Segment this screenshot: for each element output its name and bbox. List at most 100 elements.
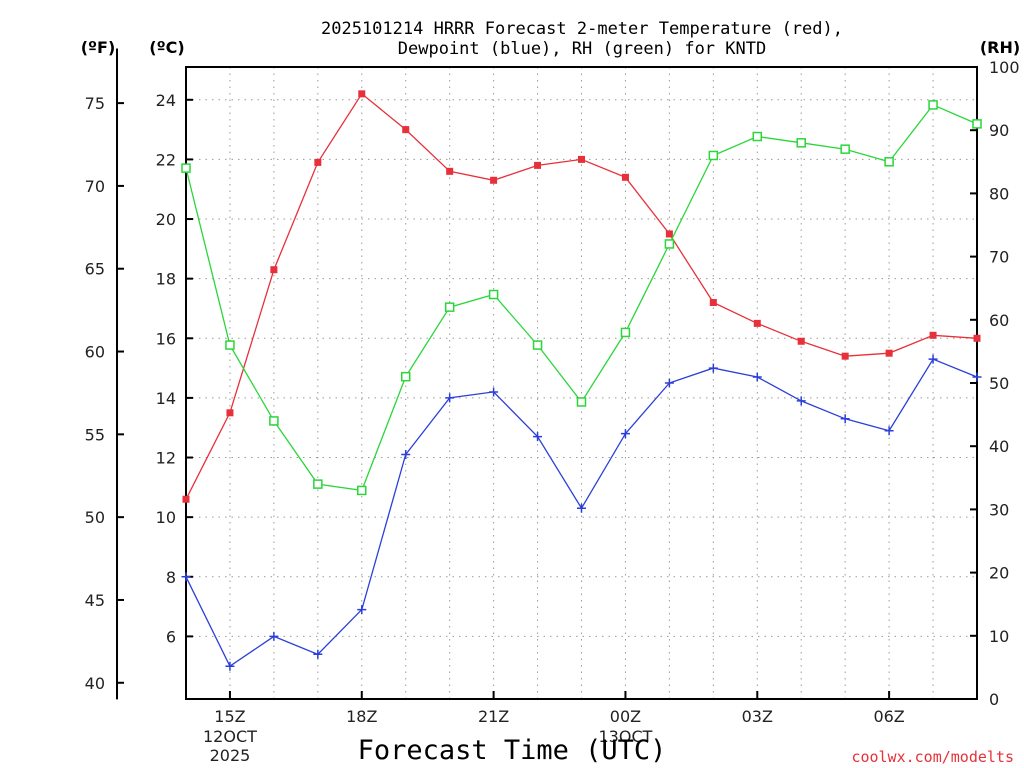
rh-marker — [708, 150, 719, 161]
rh-tick-label: 100 — [989, 58, 1020, 77]
temperature-marker — [270, 266, 278, 274]
fahrenheit-tick-label: 65 — [85, 260, 105, 279]
temperature-marker — [534, 161, 542, 169]
grid-lines — [186, 67, 977, 699]
dewpoint-marker — [445, 393, 455, 403]
dewpoint-marker — [181, 572, 191, 582]
celsius-tick-label: 16 — [156, 329, 176, 348]
x-tick-label: 00Z — [610, 707, 641, 726]
temperature-marker — [182, 495, 190, 503]
x-tick-label: 15Z — [214, 707, 245, 726]
temperature-marker — [665, 230, 673, 238]
rh-marker — [928, 100, 938, 110]
x-tick-label: 18Z — [346, 707, 377, 726]
fahrenheit-tick-label: 70 — [85, 177, 105, 196]
temperature-marker — [753, 319, 761, 327]
celsius-unit-label: (ºC) — [149, 38, 184, 57]
temperature-marker — [578, 155, 585, 163]
x-tick-label: 21Z — [478, 707, 509, 726]
rh-marker — [313, 479, 323, 489]
rh-marker — [357, 485, 367, 496]
rh-marker — [752, 131, 763, 142]
rh-tick-label: 0 — [989, 690, 999, 709]
rh-marker — [796, 138, 806, 148]
temperature-marker — [314, 158, 322, 166]
dewpoint-marker — [620, 429, 630, 439]
temperature-marker — [709, 299, 717, 307]
rh-tick-label: 90 — [989, 121, 1009, 140]
celsius-tick-label: 22 — [156, 150, 176, 169]
rh-marker — [972, 119, 982, 129]
rh-marker — [225, 340, 235, 350]
x-axis-label: Forecast Time (UTC) — [358, 735, 667, 766]
temperature-marker — [490, 176, 498, 184]
temperature-marker — [446, 167, 454, 175]
celsius-tick-label: 8 — [166, 568, 176, 587]
rh-marker — [576, 397, 587, 407]
dewpoint-marker — [269, 631, 279, 641]
dewpoint-marker — [928, 354, 938, 364]
rh-marker — [620, 327, 631, 338]
rh-tick-label: 10 — [989, 627, 1009, 646]
x-tick-date-label: 12OCT — [203, 727, 257, 746]
temperature-marker — [226, 409, 234, 417]
temperature-marker — [797, 337, 805, 345]
rh-marker — [400, 371, 411, 382]
rh-marker — [840, 144, 850, 154]
rh-tick-label: 80 — [989, 184, 1009, 203]
dewpoint-marker — [884, 426, 894, 436]
dewpoint-marker — [489, 387, 499, 397]
x-tick-label: 06Z — [873, 707, 904, 726]
rh-marker — [664, 239, 675, 249]
dewpoint-marker — [401, 450, 411, 460]
rh-tick-label: 30 — [989, 500, 1009, 519]
chart-subtitle: Dewpoint (blue), RH (green) for KNTD — [398, 39, 766, 59]
dewpoint-marker — [533, 432, 543, 442]
dewpoint-marker — [752, 372, 762, 382]
celsius-tick-label: 6 — [166, 627, 176, 646]
temperature-marker — [621, 173, 629, 181]
celsius-tick-label: 10 — [156, 508, 176, 527]
rh-tick-label: 50 — [989, 374, 1009, 393]
dewpoint-marker — [577, 503, 586, 513]
rh-marker — [181, 163, 191, 173]
celsius-tick-label: 24 — [156, 91, 176, 110]
temperature-marker — [402, 126, 410, 134]
rh-marker — [884, 157, 894, 167]
credit-link[interactable]: coolwx.com/modelts — [851, 748, 1014, 766]
rh-tick-label: 20 — [989, 564, 1009, 583]
temperature-marker — [841, 352, 849, 360]
fahrenheit-tick-label: 75 — [85, 94, 105, 113]
fahrenheit-tick-label: 60 — [85, 343, 105, 362]
dewpoint-marker — [840, 414, 850, 424]
axes: 40 45 50 55 60 65 70 75 6 8 10 12 14 16 18 20 22 24 0 10 20 3… — [85, 48, 1020, 765]
rh-marker — [444, 302, 455, 312]
dewpoint-marker — [357, 605, 367, 615]
celsius-tick-label: 20 — [156, 210, 176, 229]
rh-tick-label: 60 — [989, 311, 1009, 330]
temperature-marker — [358, 90, 366, 98]
fahrenheit-unit-label: (ºF) — [81, 38, 116, 57]
fahrenheit-tick-label: 55 — [85, 425, 105, 444]
rh-marker — [532, 340, 543, 350]
rh-marker — [269, 416, 279, 426]
dewpoint-marker — [708, 363, 718, 373]
dewpoint-marker — [664, 378, 674, 388]
x-tick-label: 03Z — [742, 707, 773, 726]
dewpoint-marker — [972, 372, 982, 382]
celsius-tick-label: 14 — [156, 389, 176, 408]
fahrenheit-tick-label: 50 — [85, 508, 105, 527]
dewpoint-marker — [796, 396, 806, 406]
temperature-marker — [885, 349, 893, 357]
rh-tick-label: 70 — [989, 248, 1009, 267]
fahrenheit-tick-label: 45 — [85, 591, 105, 610]
rh-unit-label: (RH) — [980, 38, 1020, 57]
fahrenheit-tick-label: 40 — [85, 674, 105, 693]
x-tick-year-label: 2025 — [210, 746, 251, 765]
rh-tick-label: 40 — [989, 437, 1009, 456]
temperature-marker — [929, 331, 937, 339]
x-tick-date-label: 13OCT — [598, 727, 652, 746]
celsius-tick-label: 18 — [156, 270, 176, 289]
chart-title: 2025101214 HRRR Forecast 2-meter Tempera… — [321, 19, 843, 39]
